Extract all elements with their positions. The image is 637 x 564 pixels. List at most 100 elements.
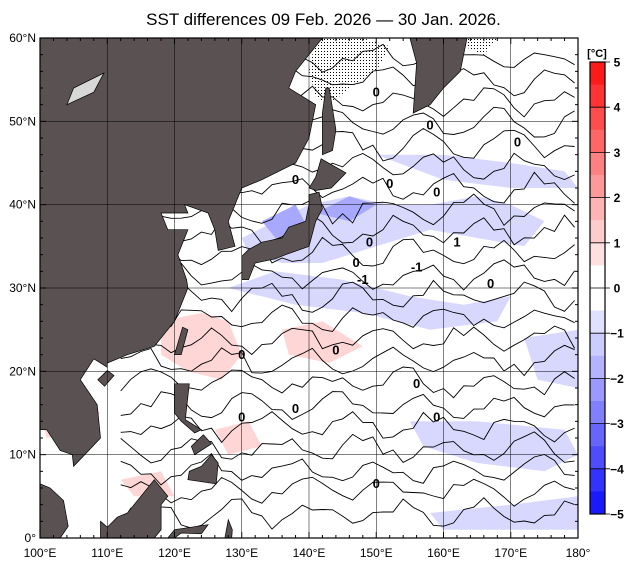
contour-line	[120, 259, 575, 291]
contour-line	[120, 214, 575, 246]
colorbar: [°C] 5 4 3 2 1 0 −1 −2 −3 −4 −5	[587, 48, 624, 522]
colorbar-tick-label: 1	[614, 236, 621, 250]
latitude-label: 60°N	[9, 31, 36, 45]
contour-line	[120, 279, 575, 313]
land-taiwan	[174, 326, 189, 356]
colorbar-segment	[590, 220, 605, 244]
negative-anomaly-area	[430, 496, 578, 530]
latitude-label: 10°N	[9, 448, 36, 462]
land-halmahera	[224, 518, 233, 538]
contour-line	[120, 411, 575, 444]
contour-label: 0	[487, 276, 494, 291]
contour-label: 0	[413, 376, 420, 391]
longitude-label: 160°E	[427, 546, 460, 560]
map-title: SST differences 09 Feb. 2026 — 30 Jan. 2…	[146, 10, 501, 29]
negative-anomaly-area	[315, 196, 377, 222]
contour-label: 0	[373, 476, 380, 491]
colorbar-segment	[590, 175, 605, 199]
colorbar-segment	[590, 152, 605, 176]
colorbar-tick-label: −4	[610, 462, 624, 476]
colorbar-segment	[590, 423, 605, 447]
contour-label: -1	[411, 259, 423, 274]
contour-line	[120, 304, 575, 334]
land-japan-honshu	[241, 191, 323, 281]
colorbar-segment	[590, 265, 605, 289]
contour-label: 0	[366, 234, 373, 249]
colorbar-segment	[590, 401, 605, 425]
colorbar-segment	[590, 84, 605, 108]
contour-label: 0	[426, 118, 433, 133]
land-hokkaido	[308, 158, 347, 191]
longitude-label: 140°E	[293, 546, 326, 560]
contour-label: 1	[453, 234, 460, 249]
negative-anomaly-area	[376, 154, 578, 188]
colorbar-tick-label: −1	[610, 327, 624, 341]
latitude-label: 20°N	[9, 364, 36, 378]
contour-line	[120, 391, 575, 420]
colorbar-tick-label: −3	[610, 417, 624, 431]
contour-line	[120, 431, 575, 464]
latitude-label: 0°	[25, 531, 37, 545]
colorbar-tick-label: 4	[614, 101, 621, 115]
contour-label: 0	[292, 172, 299, 187]
positive-anomaly-area	[161, 313, 242, 380]
colorbar-segment	[590, 107, 605, 131]
colorbar-segment	[590, 491, 605, 515]
contour-label: 0	[332, 343, 339, 358]
longitude-label: 150°E	[360, 546, 393, 560]
latitude-label: 30°N	[9, 281, 36, 295]
colorbar-segment	[590, 355, 605, 379]
colorbar-tick-label: −2	[610, 372, 624, 386]
colorbar-tick-label: 5	[614, 56, 621, 70]
longitude-label: 170°E	[494, 546, 527, 560]
contour-line	[120, 325, 575, 356]
colorbar-segment	[590, 197, 605, 221]
contour-label: 0	[514, 134, 521, 149]
positive-anomaly-area	[214, 421, 262, 455]
contour-line	[120, 453, 575, 486]
contour-label: 0	[386, 176, 393, 191]
contour-lines	[120, 43, 575, 530]
longitude-label: 100°E	[24, 546, 57, 560]
colorbar-segment	[590, 446, 605, 470]
contour-label: 0	[238, 409, 245, 424]
colorbar-segment	[590, 129, 605, 153]
colorbar-segment	[590, 242, 605, 266]
colorbar-segment	[590, 62, 605, 86]
contour-label: 0	[433, 409, 440, 424]
longitude-label: 180°	[566, 546, 591, 560]
colorbar-segment	[590, 333, 605, 357]
positive-anomaly-area	[282, 321, 363, 363]
colorbar-tick-label: 0	[614, 282, 621, 296]
land-visayas	[190, 434, 213, 456]
colorbar-segment	[590, 288, 605, 312]
colorbar-unit: [°C]	[587, 48, 607, 60]
colorbar-segment	[590, 378, 605, 402]
contour-line	[120, 236, 575, 267]
colorbar-segment	[590, 310, 605, 334]
latitude-label: 50°N	[9, 114, 36, 128]
land-luzon	[174, 383, 203, 434]
land-asia-mainland	[40, 38, 323, 468]
colorbar-tick-label: 3	[614, 146, 621, 160]
longitude-label: 130°E	[225, 546, 258, 560]
contour-line	[120, 193, 575, 227]
colorbar-tick-label: 2	[614, 191, 621, 205]
contour-line	[120, 344, 575, 377]
land-kamchatka	[409, 38, 468, 114]
land-borneo	[100, 479, 169, 538]
sea-ice-area	[456, 38, 498, 55]
contour-label: -1	[357, 272, 369, 287]
contour-line	[120, 476, 575, 507]
contour-label: 0	[238, 347, 245, 362]
land-hainan	[97, 370, 115, 387]
lake-baikal	[66, 72, 105, 106]
colorbar-tick-label: −5	[610, 508, 624, 522]
longitude-label: 120°E	[158, 546, 191, 560]
contour-label: 0	[292, 401, 299, 416]
contour-label: 0	[373, 84, 380, 99]
contour-label: 0	[352, 255, 359, 270]
longitude-label: 110°E	[91, 546, 123, 560]
